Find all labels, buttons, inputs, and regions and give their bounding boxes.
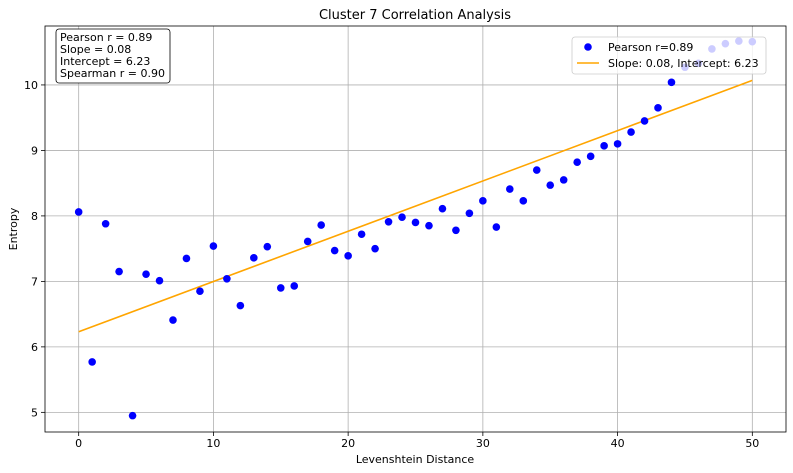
data-point <box>627 128 635 136</box>
legend: Pearson r=0.89 Slope: 0.08, Intercept: 6… <box>571 36 767 75</box>
data-point <box>196 287 204 296</box>
y-axis-label: Entropy <box>7 207 20 250</box>
data-point <box>425 221 433 230</box>
data-point <box>128 411 137 420</box>
data-point <box>182 254 191 263</box>
data-point <box>384 217 393 226</box>
x-axis-label: Levenshtein Distance <box>356 453 475 466</box>
legend-marker-points <box>584 43 592 51</box>
data-point <box>600 142 608 150</box>
data-point <box>155 276 164 285</box>
x-tick-label: 0 <box>75 437 82 450</box>
data-point <box>250 254 258 262</box>
data-point <box>613 140 622 148</box>
data-point <box>398 213 406 222</box>
data-point <box>344 252 352 260</box>
data-point <box>411 218 420 227</box>
data-point <box>142 270 150 278</box>
axis-ticks: 0 10 20 30 40 50 5 6 7 8 9 10 <box>24 79 759 450</box>
chart-title: Cluster 7 Correlation Analysis <box>319 8 511 23</box>
stats-line-intercept: Intercept = 6.23 <box>60 55 150 68</box>
data-point <box>559 176 568 184</box>
data-point <box>290 282 299 290</box>
data-point <box>506 185 514 193</box>
data-point <box>115 267 123 276</box>
legend-frame <box>571 36 767 75</box>
y-tick-label: 6 <box>31 341 38 354</box>
data-point <box>465 209 474 218</box>
data-point <box>88 358 96 366</box>
y-tick-label: 8 <box>31 210 38 223</box>
data-point <box>303 237 312 246</box>
stats-line-slope: Slope = 0.08 <box>60 43 131 56</box>
data-point <box>263 242 272 251</box>
x-tick-label: 10 <box>206 437 220 450</box>
x-tick-label: 40 <box>611 437 625 450</box>
data-point <box>223 274 231 283</box>
data-point <box>438 204 447 213</box>
data-point <box>492 223 501 231</box>
data-point <box>371 244 379 253</box>
data-point <box>357 230 366 239</box>
data-point <box>236 301 245 310</box>
data-point <box>573 158 581 167</box>
x-tick-label: 20 <box>341 437 355 450</box>
regression-line <box>78 79 753 333</box>
data-point <box>276 284 285 292</box>
data-point <box>586 152 595 161</box>
legend-label-points: Pearson r=0.89 <box>608 41 693 54</box>
y-tick-label: 5 <box>31 406 38 419</box>
data-point <box>640 117 649 125</box>
stats-line-spearman: Spearman r = 0.90 <box>60 67 165 80</box>
x-tick-label: 50 <box>745 437 759 450</box>
y-tick-label: 7 <box>31 275 38 288</box>
data-point <box>209 242 218 250</box>
grid <box>45 26 786 432</box>
data-point <box>330 246 339 255</box>
stats-box: Pearson r = 0.89 Slope = 0.08 Intercept … <box>55 28 171 84</box>
data-point <box>452 226 460 235</box>
data-point <box>74 208 83 216</box>
fit-line-layer <box>78 79 753 333</box>
data-point <box>479 197 487 205</box>
data-point <box>519 197 528 205</box>
data-point <box>169 316 177 324</box>
stats-box-frame <box>55 28 171 84</box>
y-tick-label: 10 <box>24 79 38 92</box>
data-point <box>101 219 110 228</box>
legend-label-fit-line: Slope: 0.08, Intercept: 6.23 <box>608 57 759 70</box>
x-tick-label: 30 <box>476 437 490 450</box>
stats-line-pearson: Pearson r = 0.89 <box>60 31 152 44</box>
data-point <box>532 166 541 174</box>
data-point <box>654 104 662 112</box>
plot-frame <box>44 25 787 433</box>
data-point <box>317 221 325 229</box>
data-point <box>546 181 555 189</box>
data-point <box>667 78 676 87</box>
y-tick-label: 9 <box>31 144 38 157</box>
